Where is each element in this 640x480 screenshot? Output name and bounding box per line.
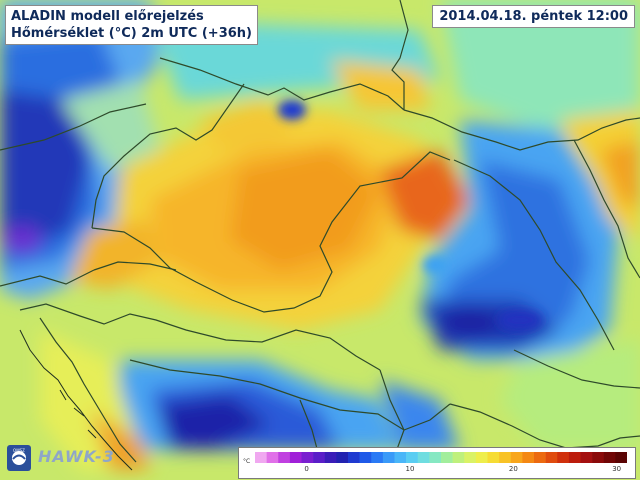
legend-swatch (289, 452, 302, 463)
logo-text: OMSZ (13, 448, 25, 453)
legend-swatch (406, 452, 419, 463)
color-legend: °C 0 10 20 30 (238, 447, 636, 479)
legend-swatch (382, 452, 395, 463)
legend-swatch (255, 452, 267, 463)
forecast-datetime: 2014.04.18. péntek 12:00 (432, 5, 635, 28)
legend-color-bar (255, 452, 627, 463)
legend-unit: °C (243, 458, 251, 465)
legend-swatch (592, 452, 605, 463)
legend-swatch (487, 452, 500, 463)
legend-swatch (417, 452, 430, 463)
legend-tick-label: 30 (612, 465, 622, 473)
legend-swatch (568, 452, 581, 463)
legend-swatch (336, 452, 349, 463)
legend-swatch (301, 452, 314, 463)
legend-swatch (348, 452, 360, 463)
legend-swatch (371, 452, 384, 463)
legend-swatch (580, 452, 593, 463)
legend-swatch (324, 452, 337, 463)
legend-swatch (545, 452, 558, 463)
legend-swatch (510, 452, 523, 463)
legend-swatch (313, 452, 326, 463)
legend-swatch (603, 452, 616, 463)
legend-swatch (615, 452, 627, 463)
legend-swatch (266, 452, 279, 463)
hawk-brand-label: HAWK-3 (38, 447, 115, 466)
legend-ticks: 0 10 20 30 (255, 465, 627, 475)
legend-swatch (522, 452, 535, 463)
legend-swatch (278, 452, 291, 463)
map-title-line2: Hőmérséklet (°C) 2m UTC (+36h) (11, 26, 252, 41)
coastline (19, 329, 133, 471)
legend-swatch (429, 452, 442, 463)
omsz-logo-icon: OMSZ (7, 445, 31, 471)
map-title-line1: ALADIN modell előrejelzés (11, 9, 204, 24)
legend-swatch (499, 452, 512, 463)
legend-swatch (452, 452, 465, 463)
legend-swatch (359, 452, 372, 463)
legend-tick-label: 10 (405, 465, 415, 473)
legend-swatch (534, 452, 546, 463)
legend-swatch (394, 452, 407, 463)
legend-tick-label: 0 (304, 465, 309, 473)
legend-swatch (464, 452, 477, 463)
legend-swatch (475, 452, 488, 463)
map-title-box: ALADIN modell előrejelzés Hőmérséklet (°… (5, 5, 258, 45)
legend-swatch (441, 452, 453, 463)
legend-swatch (557, 452, 570, 463)
legend-tick-label: 20 (508, 465, 518, 473)
